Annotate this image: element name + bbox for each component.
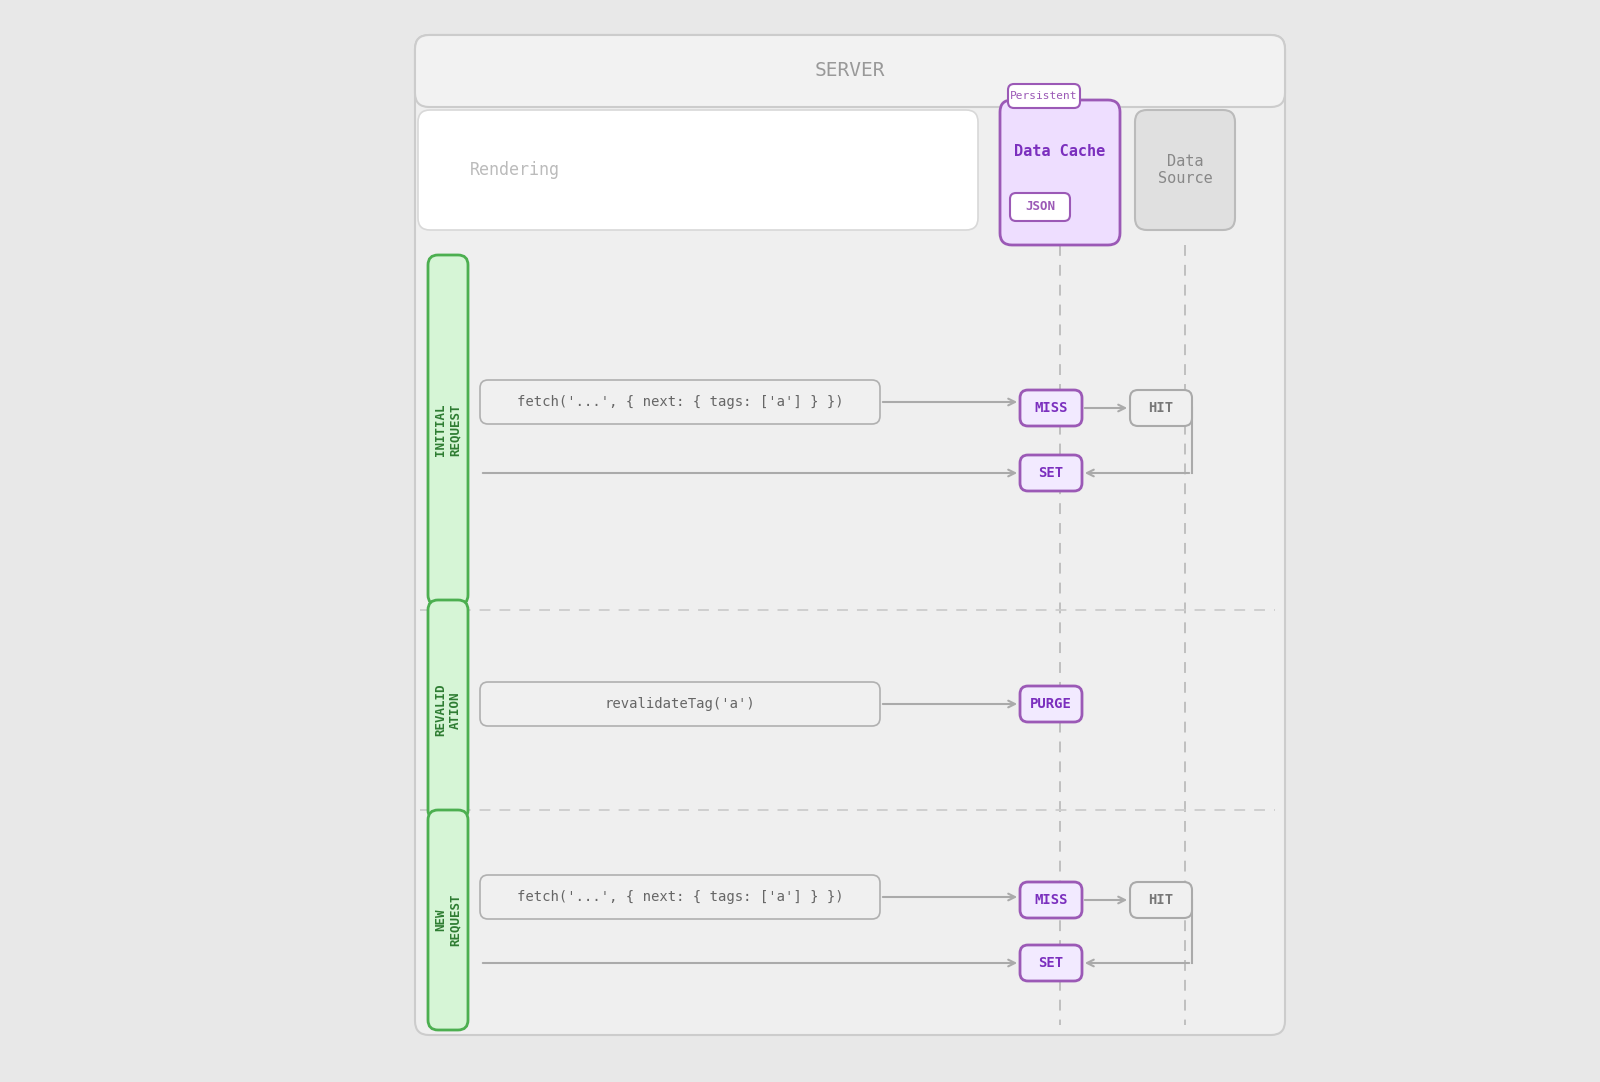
Text: PURGE: PURGE [1030,697,1072,711]
Text: SET: SET [1038,466,1064,480]
FancyBboxPatch shape [1010,193,1070,221]
Text: fetch('...', { next: { tags: ['a'] } }): fetch('...', { next: { tags: ['a'] } }) [517,395,843,409]
Text: Persistent: Persistent [1010,91,1078,101]
Text: JSON: JSON [1026,200,1054,213]
FancyBboxPatch shape [480,875,880,919]
Text: MISS: MISS [1034,401,1067,415]
Text: Rendering: Rendering [470,161,560,179]
FancyBboxPatch shape [1021,456,1082,491]
FancyBboxPatch shape [414,35,1285,107]
FancyBboxPatch shape [1134,110,1235,230]
FancyBboxPatch shape [1021,945,1082,981]
Text: Data Cache: Data Cache [1014,145,1106,159]
FancyBboxPatch shape [429,810,467,1030]
FancyBboxPatch shape [429,255,467,605]
FancyBboxPatch shape [1021,390,1082,426]
FancyBboxPatch shape [1130,390,1192,426]
FancyBboxPatch shape [1021,882,1082,918]
Text: SET: SET [1038,956,1064,969]
Text: revalidateTag('a'): revalidateTag('a') [605,697,755,711]
Text: INITIAL
REQUEST: INITIAL REQUEST [434,404,462,457]
Text: REVALID
ATION: REVALID ATION [434,684,462,736]
Text: SERVER: SERVER [814,62,885,80]
FancyBboxPatch shape [1008,84,1080,108]
FancyBboxPatch shape [480,682,880,726]
FancyBboxPatch shape [1021,686,1082,722]
Text: HIT: HIT [1149,401,1173,415]
Text: HIT: HIT [1149,893,1173,907]
Text: fetch('...', { next: { tags: ['a'] } }): fetch('...', { next: { tags: ['a'] } }) [517,890,843,903]
FancyBboxPatch shape [1130,882,1192,918]
FancyBboxPatch shape [418,110,978,230]
FancyBboxPatch shape [480,380,880,424]
Text: MISS: MISS [1034,893,1067,907]
FancyBboxPatch shape [414,35,1285,1035]
FancyBboxPatch shape [1000,100,1120,245]
Text: Data
Source: Data Source [1158,154,1213,186]
FancyBboxPatch shape [429,601,467,820]
Text: NEW
REQUEST: NEW REQUEST [434,894,462,947]
